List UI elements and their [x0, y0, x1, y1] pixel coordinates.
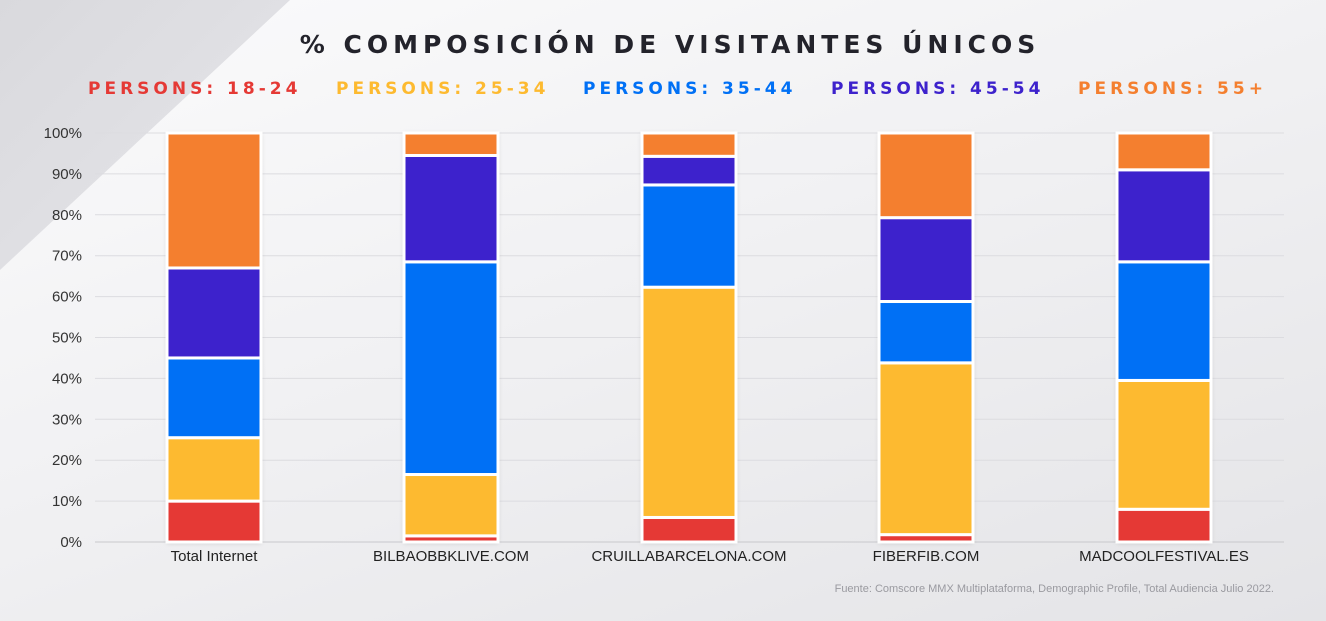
bar-segment [165, 131, 263, 270]
y-tick-label: 20% [52, 452, 82, 469]
bar-segment [1115, 131, 1213, 172]
x-tick-label: CRUILLABARCELONA.COM [591, 548, 786, 565]
legend-item-35-44: PERSONS: 35-44 [583, 79, 797, 99]
bar-segment [402, 153, 500, 264]
bar-stack [165, 131, 263, 544]
bar-stack [402, 131, 500, 544]
bar-segment [1115, 507, 1213, 544]
legend-item-18-24: PERSONS: 18-24 [88, 79, 302, 99]
bar-segment [640, 285, 738, 519]
bar-stack [1115, 131, 1213, 544]
bar-segment [877, 131, 975, 220]
bar-segment [402, 260, 500, 477]
bar-segment [1115, 378, 1213, 511]
y-tick-label: 50% [52, 330, 82, 347]
bar-segment [640, 183, 738, 289]
y-tick-label: 60% [52, 289, 82, 306]
bar-stack [877, 131, 975, 544]
bar-segment [1115, 168, 1213, 264]
bar-segment [402, 131, 500, 157]
bar-segment [165, 356, 263, 440]
bar-segment [877, 216, 975, 304]
bar-stack [640, 131, 738, 544]
bar-segment [402, 473, 500, 538]
y-tick-label: 40% [52, 370, 82, 387]
bar-segment [165, 499, 263, 544]
legend-item-45-54: PERSONS: 45-54 [831, 79, 1045, 99]
y-tick-label: 80% [52, 207, 82, 224]
bar-segment [165, 436, 263, 503]
y-tick-label: 10% [52, 493, 82, 510]
bar-segment [877, 300, 975, 365]
y-tick-label: 90% [52, 166, 82, 183]
legend-item-55-plus: PERSONS: 55+ [1078, 79, 1267, 99]
chart-legend: PERSONS: 18-24 PERSONS: 25-34 PERSONS: 3… [0, 79, 1326, 103]
y-tick-label: 100% [44, 125, 82, 142]
x-tick-label: BILBAOBBKLIVE.COM [373, 548, 529, 565]
x-tick-label: Total Internet [171, 548, 259, 565]
bar-segment [640, 131, 738, 158]
bar-segment [165, 266, 263, 360]
source-note: Fuente: Comscore MMX Multiplataforma, De… [834, 583, 1274, 595]
bar-segment [877, 361, 975, 537]
legend-item-25-34: PERSONS: 25-34 [336, 79, 550, 99]
chart-title: % COMPOSICIÓN DE VISITANTES ÚNICOS [299, 30, 1041, 59]
bar-segment [640, 154, 738, 187]
bar-segment [1115, 260, 1213, 382]
y-tick-label: 0% [60, 534, 82, 551]
x-tick-label: MADCOOLFESTIVAL.ES [1079, 548, 1249, 565]
y-tick-label: 30% [52, 411, 82, 428]
x-tick-label: FIBERFIB.COM [873, 548, 980, 565]
y-tick-label: 70% [52, 248, 82, 265]
bar-segment [640, 515, 738, 544]
